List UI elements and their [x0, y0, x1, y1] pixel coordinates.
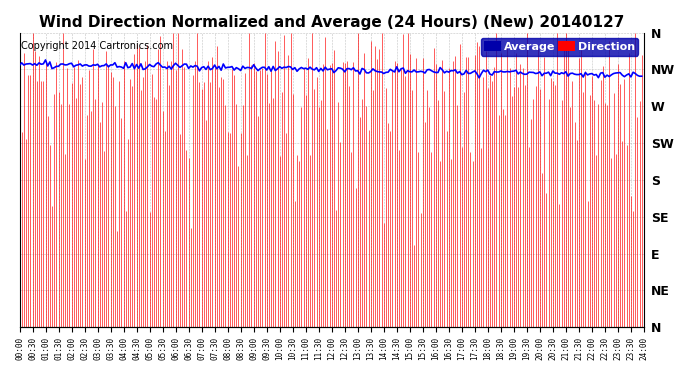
Text: Copyright 2014 Cartronics.com: Copyright 2014 Cartronics.com	[21, 41, 172, 51]
Legend: Average, Direction: Average, Direction	[481, 38, 638, 56]
Title: Wind Direction Normalized and Average (24 Hours) (New) 20140127: Wind Direction Normalized and Average (2…	[39, 15, 624, 30]
